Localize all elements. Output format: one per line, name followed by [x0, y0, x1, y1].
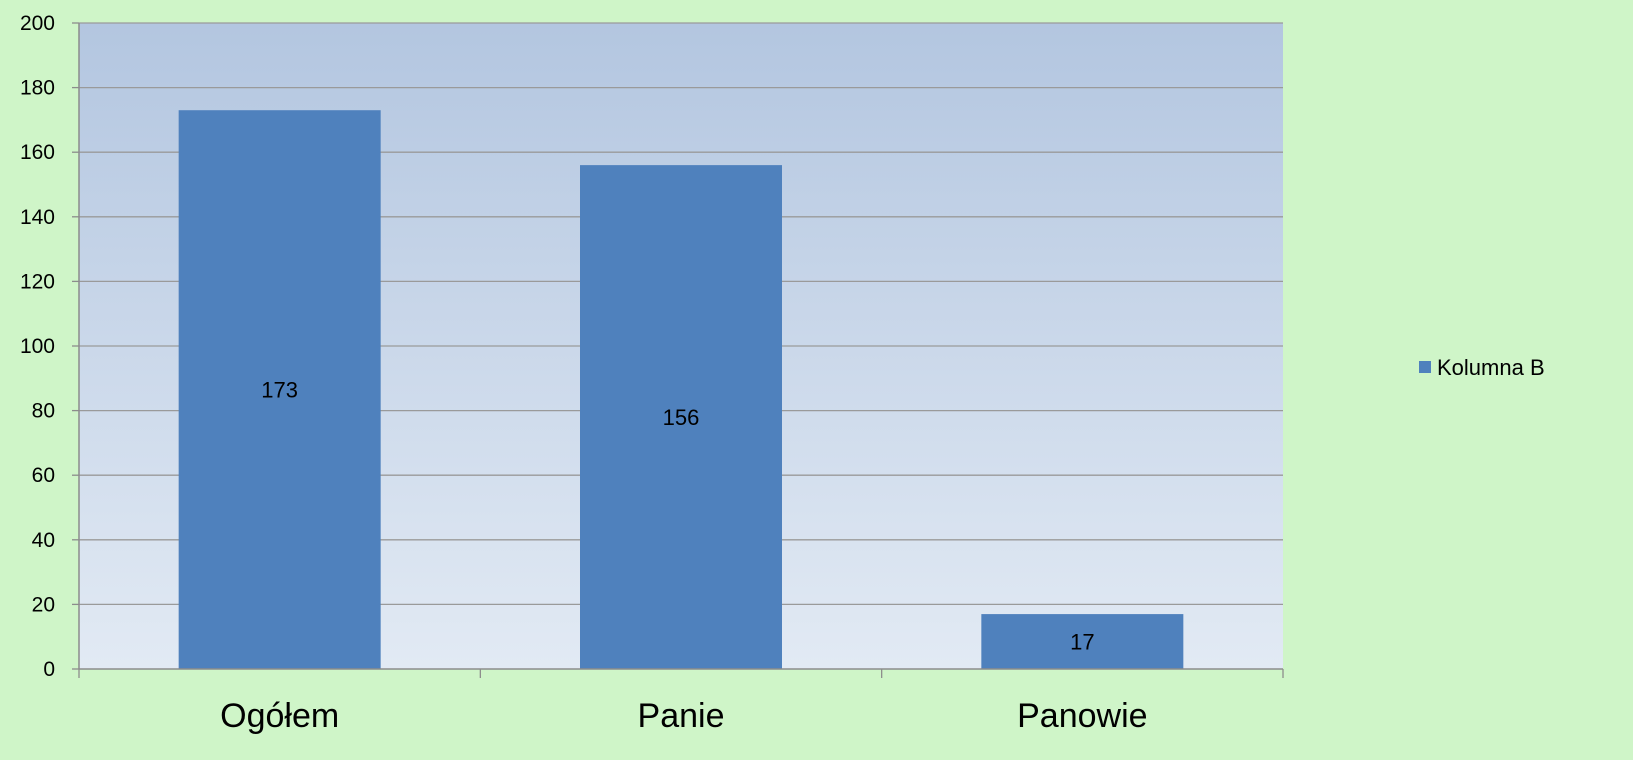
axes: 0 20 40 60 80 100 120 140 160 180 200 Ogółem Panie Pa… [20, 12, 1284, 735]
data-label: 173 [261, 378, 298, 403]
bar-2 [580, 165, 782, 669]
y-tick-label: 200 [20, 12, 55, 35]
y-tick-label: 140 [20, 206, 55, 229]
y-tick-label: 20 [32, 593, 55, 616]
bar-1 [178, 110, 381, 669]
y-tick-label: 0 [43, 658, 55, 681]
y-tick-label: 40 [32, 529, 55, 552]
legend-label: Kolumna B [1437, 355, 1545, 380]
bar-3 [981, 614, 1184, 669]
bars: 173 156 17 [178, 110, 1184, 669]
legend-swatch [1419, 361, 1431, 373]
y-tick-label: 120 [20, 270, 55, 293]
y-tick-label: 100 [20, 335, 55, 358]
y-tick-label: 60 [32, 464, 55, 487]
data-label: 17 [1070, 630, 1094, 655]
y-tick-label: 80 [32, 400, 55, 423]
x-category-label: Panowie [1017, 697, 1147, 735]
legend: Kolumna B [1419, 355, 1545, 380]
x-category-label: Ogółem [220, 697, 339, 735]
x-category-label: Panie [638, 697, 725, 735]
y-tick-label: 160 [20, 141, 55, 164]
y-tick-label: 180 [20, 77, 55, 100]
data-label: 156 [663, 405, 700, 430]
